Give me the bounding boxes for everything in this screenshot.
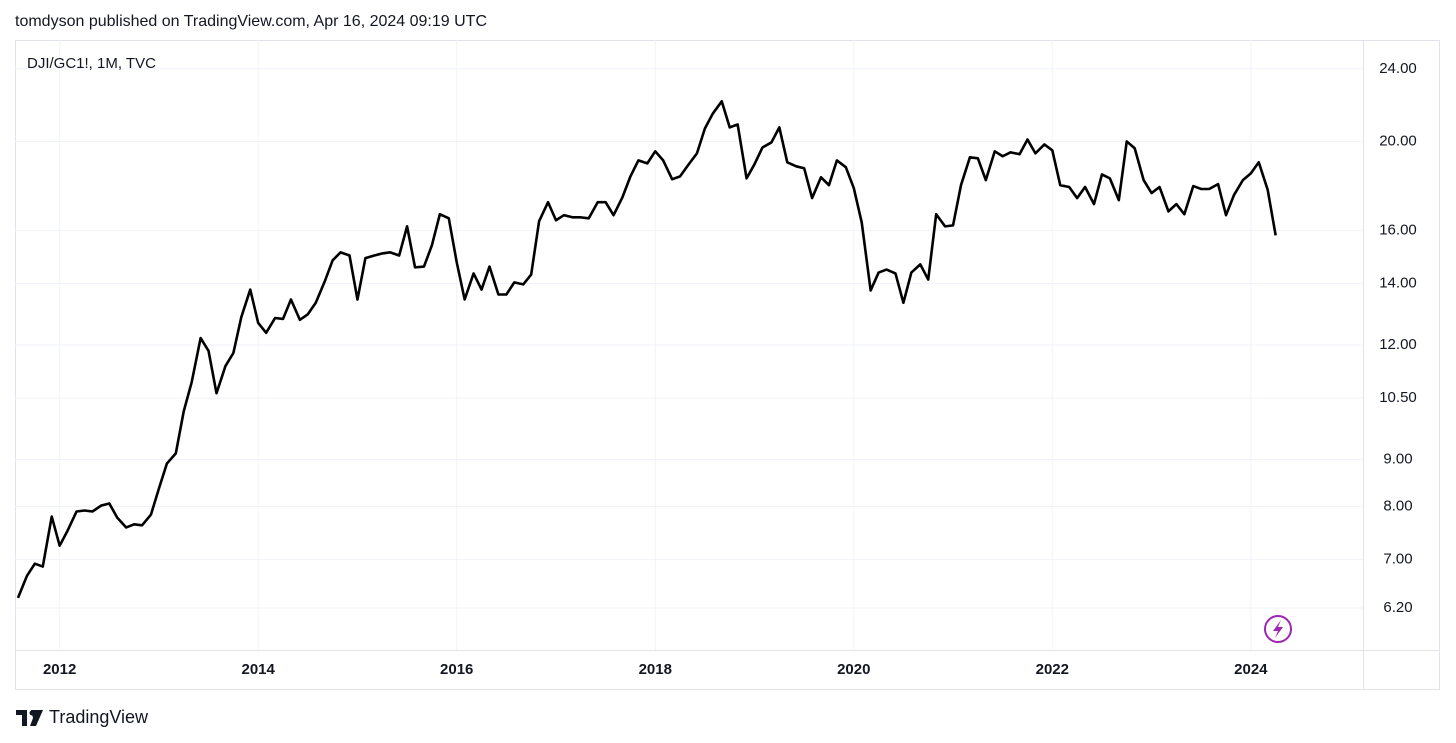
x-tick-label: 2024 [1234,661,1268,678]
y-tick-label: 6.20 [1383,599,1412,616]
y-tick-label: 12.00 [1379,336,1417,353]
symbol-title: DJI/GC1!, 1M, TVC [27,55,156,72]
x-tick-label: 2012 [43,661,76,678]
lightning-icon [1264,615,1292,643]
x-tick-label: 2018 [639,661,672,678]
plot [16,100,1277,599]
frame [15,40,1440,690]
y-tick-label: 16.00 [1379,221,1417,238]
y-tick-label: 14.00 [1379,275,1417,292]
y-tick-label: 8.00 [1383,497,1412,514]
x-tick-label: 2016 [440,661,473,678]
y-tick-label: 9.00 [1383,451,1412,468]
footer-brand: TradingView [49,707,149,727]
y-tick-label: 7.00 [1383,551,1412,568]
y-tick-label: 20.00 [1379,132,1417,149]
y-tick-label: 24.00 [1379,60,1417,77]
tradingview-logo [16,710,43,726]
price-line [16,100,1277,599]
x-tick-label: 2022 [1036,661,1069,678]
x-tick-label: 2020 [837,661,870,678]
grid [15,40,1363,650]
header: tomdyson published on TradingView.com, A… [15,13,487,30]
x-tick-label: 2014 [242,661,276,678]
y-tick-label: 10.50 [1379,389,1417,406]
